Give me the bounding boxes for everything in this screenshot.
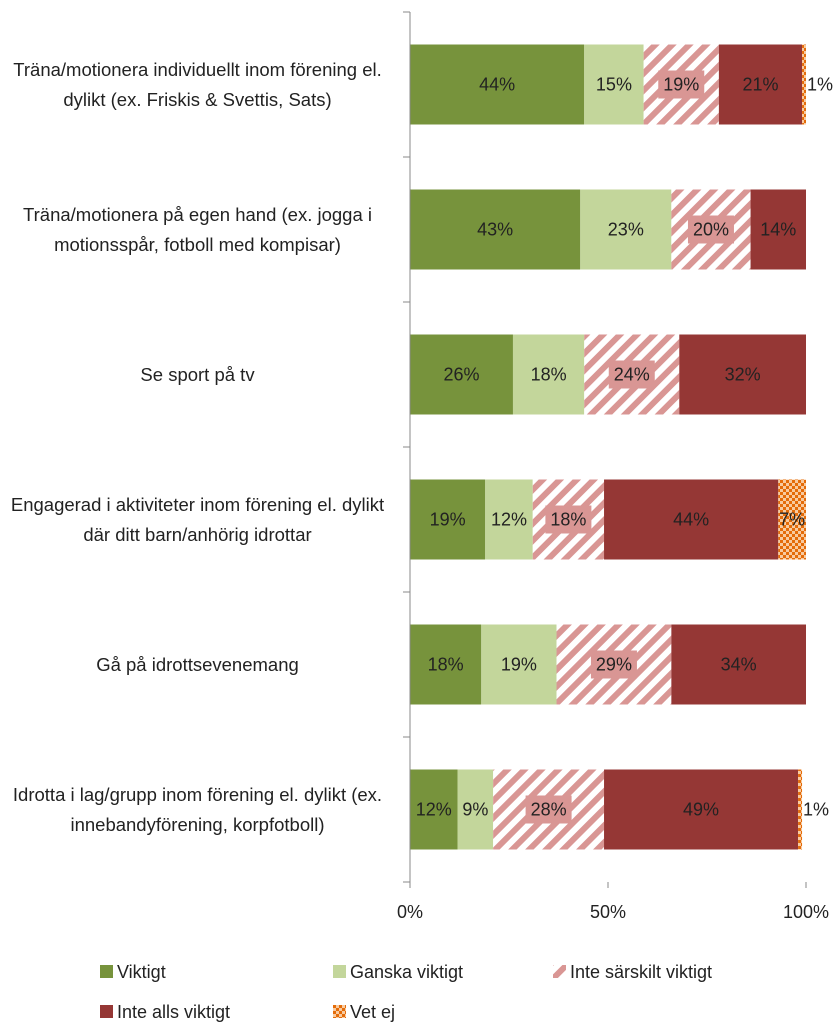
bar-segment	[671, 624, 806, 705]
data-label: 21%	[742, 74, 778, 94]
bar-segment	[584, 44, 644, 125]
data-label: 28%	[531, 799, 567, 819]
label-bg	[658, 70, 705, 99]
data-label: 19%	[501, 654, 537, 674]
data-label: 24%	[614, 364, 650, 384]
y-tick-label: Engagerad i aktiviteter inom förening el…	[10, 493, 385, 545]
bar-segment	[410, 624, 482, 705]
label-bg	[687, 215, 734, 244]
legend-label: Viktigt	[117, 962, 166, 982]
data-label: 49%	[683, 799, 719, 819]
bar-segment	[604, 479, 779, 560]
bar-segment	[410, 769, 458, 850]
y-tick-label: Se sport på tv	[140, 363, 255, 385]
bar-segment	[679, 334, 806, 415]
bar-segment	[750, 189, 806, 270]
data-label: 15%	[596, 74, 632, 94]
bar-segment	[604, 769, 799, 850]
y-tick-label: Träna/motionera individuellt inom föreni…	[13, 58, 382, 110]
y-tick-label: Idrotta i lag/grupp inom förening el. dy…	[12, 783, 383, 835]
x-tick-label: 100%	[783, 902, 829, 922]
data-label: 19%	[430, 509, 466, 529]
bar-segment	[410, 44, 585, 125]
data-label: 9%	[462, 799, 488, 819]
data-label: 18%	[550, 509, 586, 529]
label-bg	[545, 505, 592, 534]
bar-segment	[410, 334, 513, 415]
legend-swatch	[553, 965, 566, 978]
data-label: 12%	[416, 799, 452, 819]
legend-swatch	[333, 965, 346, 978]
x-tick-label: 0%	[397, 902, 423, 922]
data-label: 32%	[725, 364, 761, 384]
bar-segment	[718, 44, 803, 125]
legend-swatch	[333, 1005, 346, 1018]
legend-swatch	[100, 1005, 113, 1018]
data-label: 14%	[760, 219, 796, 239]
data-label: 7%	[779, 509, 805, 529]
legend-label: Ganska viktigt	[350, 962, 463, 982]
data-label: 20%	[693, 219, 729, 239]
data-label: 29%	[596, 654, 632, 674]
data-label: 34%	[721, 654, 757, 674]
bar-segment	[778, 479, 806, 560]
data-label: 19%	[663, 74, 699, 94]
data-label: 12%	[491, 509, 527, 529]
data-label: 43%	[477, 219, 513, 239]
legend-label: Inte alls viktigt	[117, 1002, 230, 1022]
bar-segment	[512, 334, 585, 415]
legend-label: Vet ej	[350, 1002, 395, 1022]
bar-segment	[580, 189, 672, 270]
legend-swatch	[100, 965, 113, 978]
bar-segment	[485, 479, 533, 560]
bar-segment	[410, 189, 581, 270]
bar-segment	[481, 624, 557, 705]
data-label: 18%	[531, 364, 567, 384]
data-label: 23%	[608, 219, 644, 239]
bar-segment	[802, 44, 806, 125]
y-tick-label: Gå på idrottsevenemang	[96, 653, 299, 675]
data-label: 44%	[673, 509, 709, 529]
bar-segment	[798, 769, 803, 850]
data-label: 1%	[807, 74, 833, 94]
y-tick-label: Träna/motionera på egen hand (ex. jogga …	[23, 203, 372, 255]
label-bg	[590, 650, 637, 679]
bar-segment	[457, 769, 494, 850]
bar-segment	[410, 479, 486, 560]
label-bg	[608, 360, 655, 389]
legend-label: Inte särskilt viktigt	[570, 962, 712, 982]
label-bg	[525, 795, 572, 824]
data-label: 18%	[428, 654, 464, 674]
x-tick-label: 50%	[590, 902, 626, 922]
data-label: 1%	[803, 799, 829, 819]
data-label: 26%	[443, 364, 479, 384]
data-label: 44%	[479, 74, 515, 94]
